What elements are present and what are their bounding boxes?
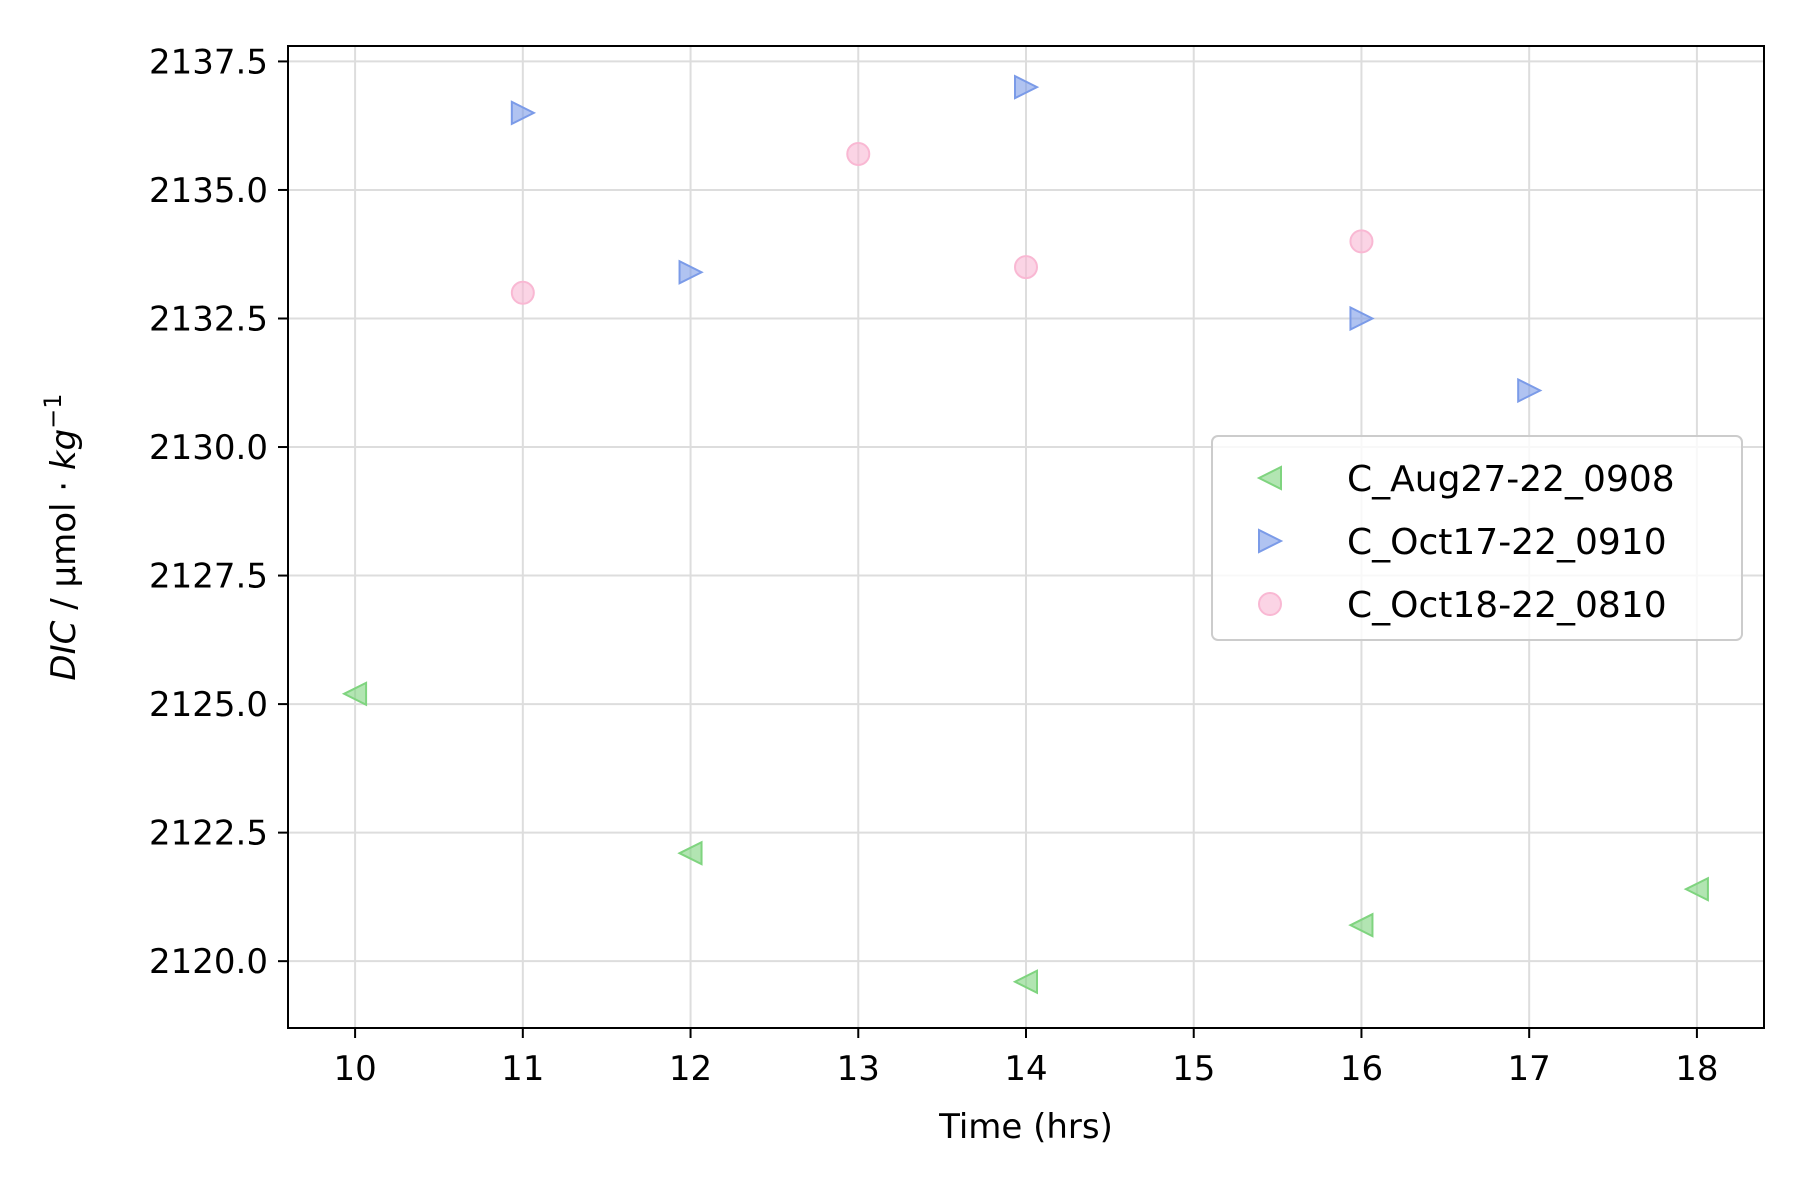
- data-point-series-1: [1012, 969, 1038, 995]
- legend-marker: [1258, 528, 1284, 554]
- y-axis-label-quantity: DIC: [44, 620, 84, 680]
- y-tick-label: 2135.0: [149, 171, 268, 211]
- legend-entries: C_Aug27-22_0908 C_Oct17-22_0910 C_Oct18-22…: [1256, 459, 1675, 626]
- x-tick-label: 15: [1172, 1049, 1215, 1089]
- data-point-series-1: [1348, 912, 1374, 938]
- y-tick-label: 2137.5: [149, 42, 268, 82]
- data-point-series-2: [1517, 377, 1543, 404]
- data-point-series-2: [1014, 74, 1040, 100]
- data-point-series-1: [341, 681, 368, 707]
- legend: C_Aug27-22_0908 C_Oct17-22_0910 C_Oct18-22…: [1211, 435, 1743, 641]
- data-point-series-3: [510, 280, 535, 305]
- data-point-series-2: [1349, 305, 1375, 332]
- y-axis-label: DIC / μmol · kg−1: [39, 393, 84, 680]
- data-point-series-2: [678, 259, 704, 285]
- x-tick-label: 14: [1004, 1049, 1047, 1089]
- x-tick-label: 17: [1508, 1049, 1551, 1089]
- y-tick-label: 2120.0: [149, 942, 268, 982]
- y-axis-label-unit: / μmol ·: [44, 470, 84, 621]
- legend-label: C_Oct18-22_0810: [1347, 585, 1667, 626]
- y-tick-label: 2130.0: [149, 428, 268, 468]
- y-axis-label-exponent: −1: [39, 393, 67, 428]
- x-axis-label: Time (hrs): [938, 1107, 1113, 1147]
- x-tick-label: 13: [837, 1049, 880, 1089]
- x-tick-label: 12: [669, 1049, 712, 1089]
- data-point-series-3: [1014, 255, 1038, 280]
- data-point-series-1: [677, 840, 703, 866]
- legend-label: C_Aug27-22_0908: [1347, 459, 1675, 500]
- data-point-series-2: [510, 100, 537, 126]
- data-point-series-1: [1683, 876, 1709, 902]
- legend-marker: [1256, 465, 1282, 491]
- legend-label: C_Oct17-22_0910: [1347, 522, 1667, 563]
- x-tick-label: 16: [1340, 1049, 1383, 1089]
- grid-lines: [288, 46, 1764, 1028]
- y-tick-label: 2132.5: [149, 299, 268, 339]
- y-tick-label: 2125.0: [149, 685, 268, 725]
- y-tick-label: 2127.5: [149, 557, 268, 597]
- x-tick-label: 10: [333, 1049, 376, 1089]
- legend-box: [1211, 435, 1743, 641]
- axis-ticks: 10 11 12 13 14 15 16 17 18 2120.0 2122.5 2125.0 2127…: [149, 42, 1719, 1089]
- x-tick-label: 18: [1675, 1049, 1718, 1089]
- data-point-series-3: [1349, 229, 1374, 254]
- y-axis-label-unit-kg: kg: [44, 429, 84, 470]
- data-points: [341, 74, 1709, 995]
- legend-marker: [1258, 592, 1282, 616]
- x-tick-label: 11: [501, 1049, 544, 1089]
- y-tick-label: 2122.5: [149, 814, 268, 854]
- data-point-series-3: [846, 141, 871, 166]
